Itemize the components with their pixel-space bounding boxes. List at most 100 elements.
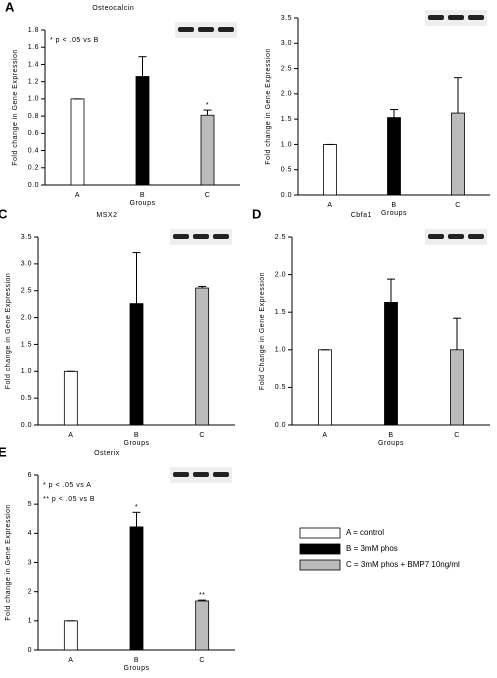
bar — [450, 349, 464, 426]
y-tick-label: 3.0 — [21, 261, 32, 268]
significance: * — [135, 504, 138, 511]
blot-band — [468, 234, 484, 239]
bar — [63, 620, 78, 651]
y-tick-label: 2.5 — [21, 288, 32, 295]
y-tick-label: 1.0 — [281, 141, 292, 148]
y-axis-label: Fold Change in Gene Expression — [259, 272, 266, 390]
y-tick-label: 1.8 — [28, 27, 39, 34]
y-axis-label: Fold change in Gene Expression — [265, 48, 272, 165]
blot-band — [193, 472, 209, 477]
x-tick-label: A — [68, 432, 73, 439]
blot-band — [448, 15, 464, 20]
bar — [129, 303, 144, 426]
panel-letter: B — [258, 0, 267, 2]
y-tick-label: 0.0 — [275, 422, 286, 429]
y-tick-label: 1.6 — [28, 44, 39, 51]
y-tick-label: 0.4 — [28, 147, 39, 154]
blot-band — [193, 234, 209, 239]
blot-band — [448, 234, 464, 239]
blot-band — [428, 234, 444, 239]
blot-band — [173, 472, 189, 477]
x-axis-label: Groups — [378, 440, 404, 447]
y-tick-label: 0.0 — [21, 422, 32, 429]
bar — [387, 117, 401, 196]
bar — [384, 302, 398, 426]
y-tick-label: 3 — [28, 559, 32, 566]
y-axis-label: Fold change in Gene Expression — [5, 273, 12, 390]
y-tick-label: 1.0 — [21, 368, 32, 375]
bar — [318, 349, 332, 426]
x-tick-label: A — [322, 432, 327, 439]
y-tick-label: 0 — [28, 647, 32, 654]
y-tick-label: 3.0 — [281, 40, 292, 47]
panel-letter: D — [252, 206, 261, 221]
chart-title: Cbfa1 — [351, 212, 372, 219]
blot-band — [428, 15, 444, 20]
y-tick-label: 2.0 — [275, 271, 286, 278]
x-tick-label: B — [391, 202, 396, 209]
y-tick-label: 1.0 — [275, 347, 286, 354]
y-tick-label: 3.5 — [281, 15, 292, 22]
y-tick-label: 2.0 — [21, 314, 32, 321]
panel-letter: A — [5, 0, 15, 14]
bar — [323, 144, 337, 196]
blot-band — [198, 27, 214, 32]
y-tick-label: 0.5 — [281, 167, 292, 174]
x-axis-label: Groups — [381, 210, 407, 217]
x-tick-label: A — [68, 657, 73, 664]
bar — [135, 76, 150, 186]
legend-swatch — [299, 543, 341, 555]
significance: ** — [199, 592, 205, 599]
blot-band — [173, 234, 189, 239]
blot-band — [468, 15, 484, 20]
y-tick-label: 3.5 — [21, 234, 32, 241]
x-axis-label: Groups — [124, 440, 150, 447]
y-tick-label: 0.5 — [275, 384, 286, 391]
y-tick-label: 6 — [28, 472, 32, 479]
x-tick-label: C — [199, 657, 205, 664]
x-tick-label: A — [75, 192, 80, 199]
y-tick-label: 1 — [28, 618, 32, 625]
significance: * — [206, 102, 209, 109]
legend-label: C = 3mM phos + BMP7 10ng/ml — [346, 560, 460, 569]
annotation: * p < .05 vs A — [43, 482, 91, 489]
bar — [195, 600, 210, 651]
y-tick-label: 0.0 — [281, 192, 292, 199]
blot-band — [178, 27, 194, 32]
y-axis-label: Fold change in Gene Expression — [5, 504, 12, 621]
annotation: * p < .05 vs B — [50, 37, 99, 44]
y-tick-label: 2.0 — [281, 91, 292, 98]
y-tick-label: 0.5 — [21, 395, 32, 402]
y-tick-label: 0.6 — [28, 130, 39, 137]
panel-letter: C — [0, 206, 8, 221]
x-axis-label: Groups — [130, 200, 156, 207]
y-tick-label: 2.5 — [275, 234, 286, 241]
y-tick-label: 0.2 — [28, 165, 39, 172]
chart-title: Osteocalcin — [92, 5, 134, 12]
x-tick-label: A — [327, 202, 332, 209]
x-tick-label: C — [455, 202, 461, 209]
chart-title: Osterix — [94, 450, 120, 457]
bar — [200, 114, 215, 186]
bar — [129, 526, 144, 651]
x-tick-label: C — [199, 432, 205, 439]
bar — [451, 112, 465, 196]
x-tick-label: C — [454, 432, 460, 439]
legend-label: A = control — [346, 528, 384, 537]
y-tick-label: 4 — [28, 530, 32, 537]
y-tick-label: 1.4 — [28, 61, 39, 68]
y-tick-label: 5 — [28, 501, 32, 508]
x-tick-label: B — [140, 192, 145, 199]
y-tick-label: 1.0 — [28, 96, 39, 103]
legend-label: B = 3mM phos — [346, 544, 398, 553]
y-tick-label: 1.5 — [21, 341, 32, 348]
y-tick-label: 2 — [28, 589, 32, 596]
annotation: ** p < .05 vs B — [43, 496, 95, 503]
blot-band — [218, 27, 234, 32]
chart-title: MSX2 — [96, 212, 117, 219]
blot-band — [213, 234, 229, 239]
y-axis-label: Fold change in Gene Expression — [12, 49, 19, 166]
y-tick-label: 1.5 — [275, 309, 286, 316]
x-tick-label: B — [134, 657, 139, 664]
